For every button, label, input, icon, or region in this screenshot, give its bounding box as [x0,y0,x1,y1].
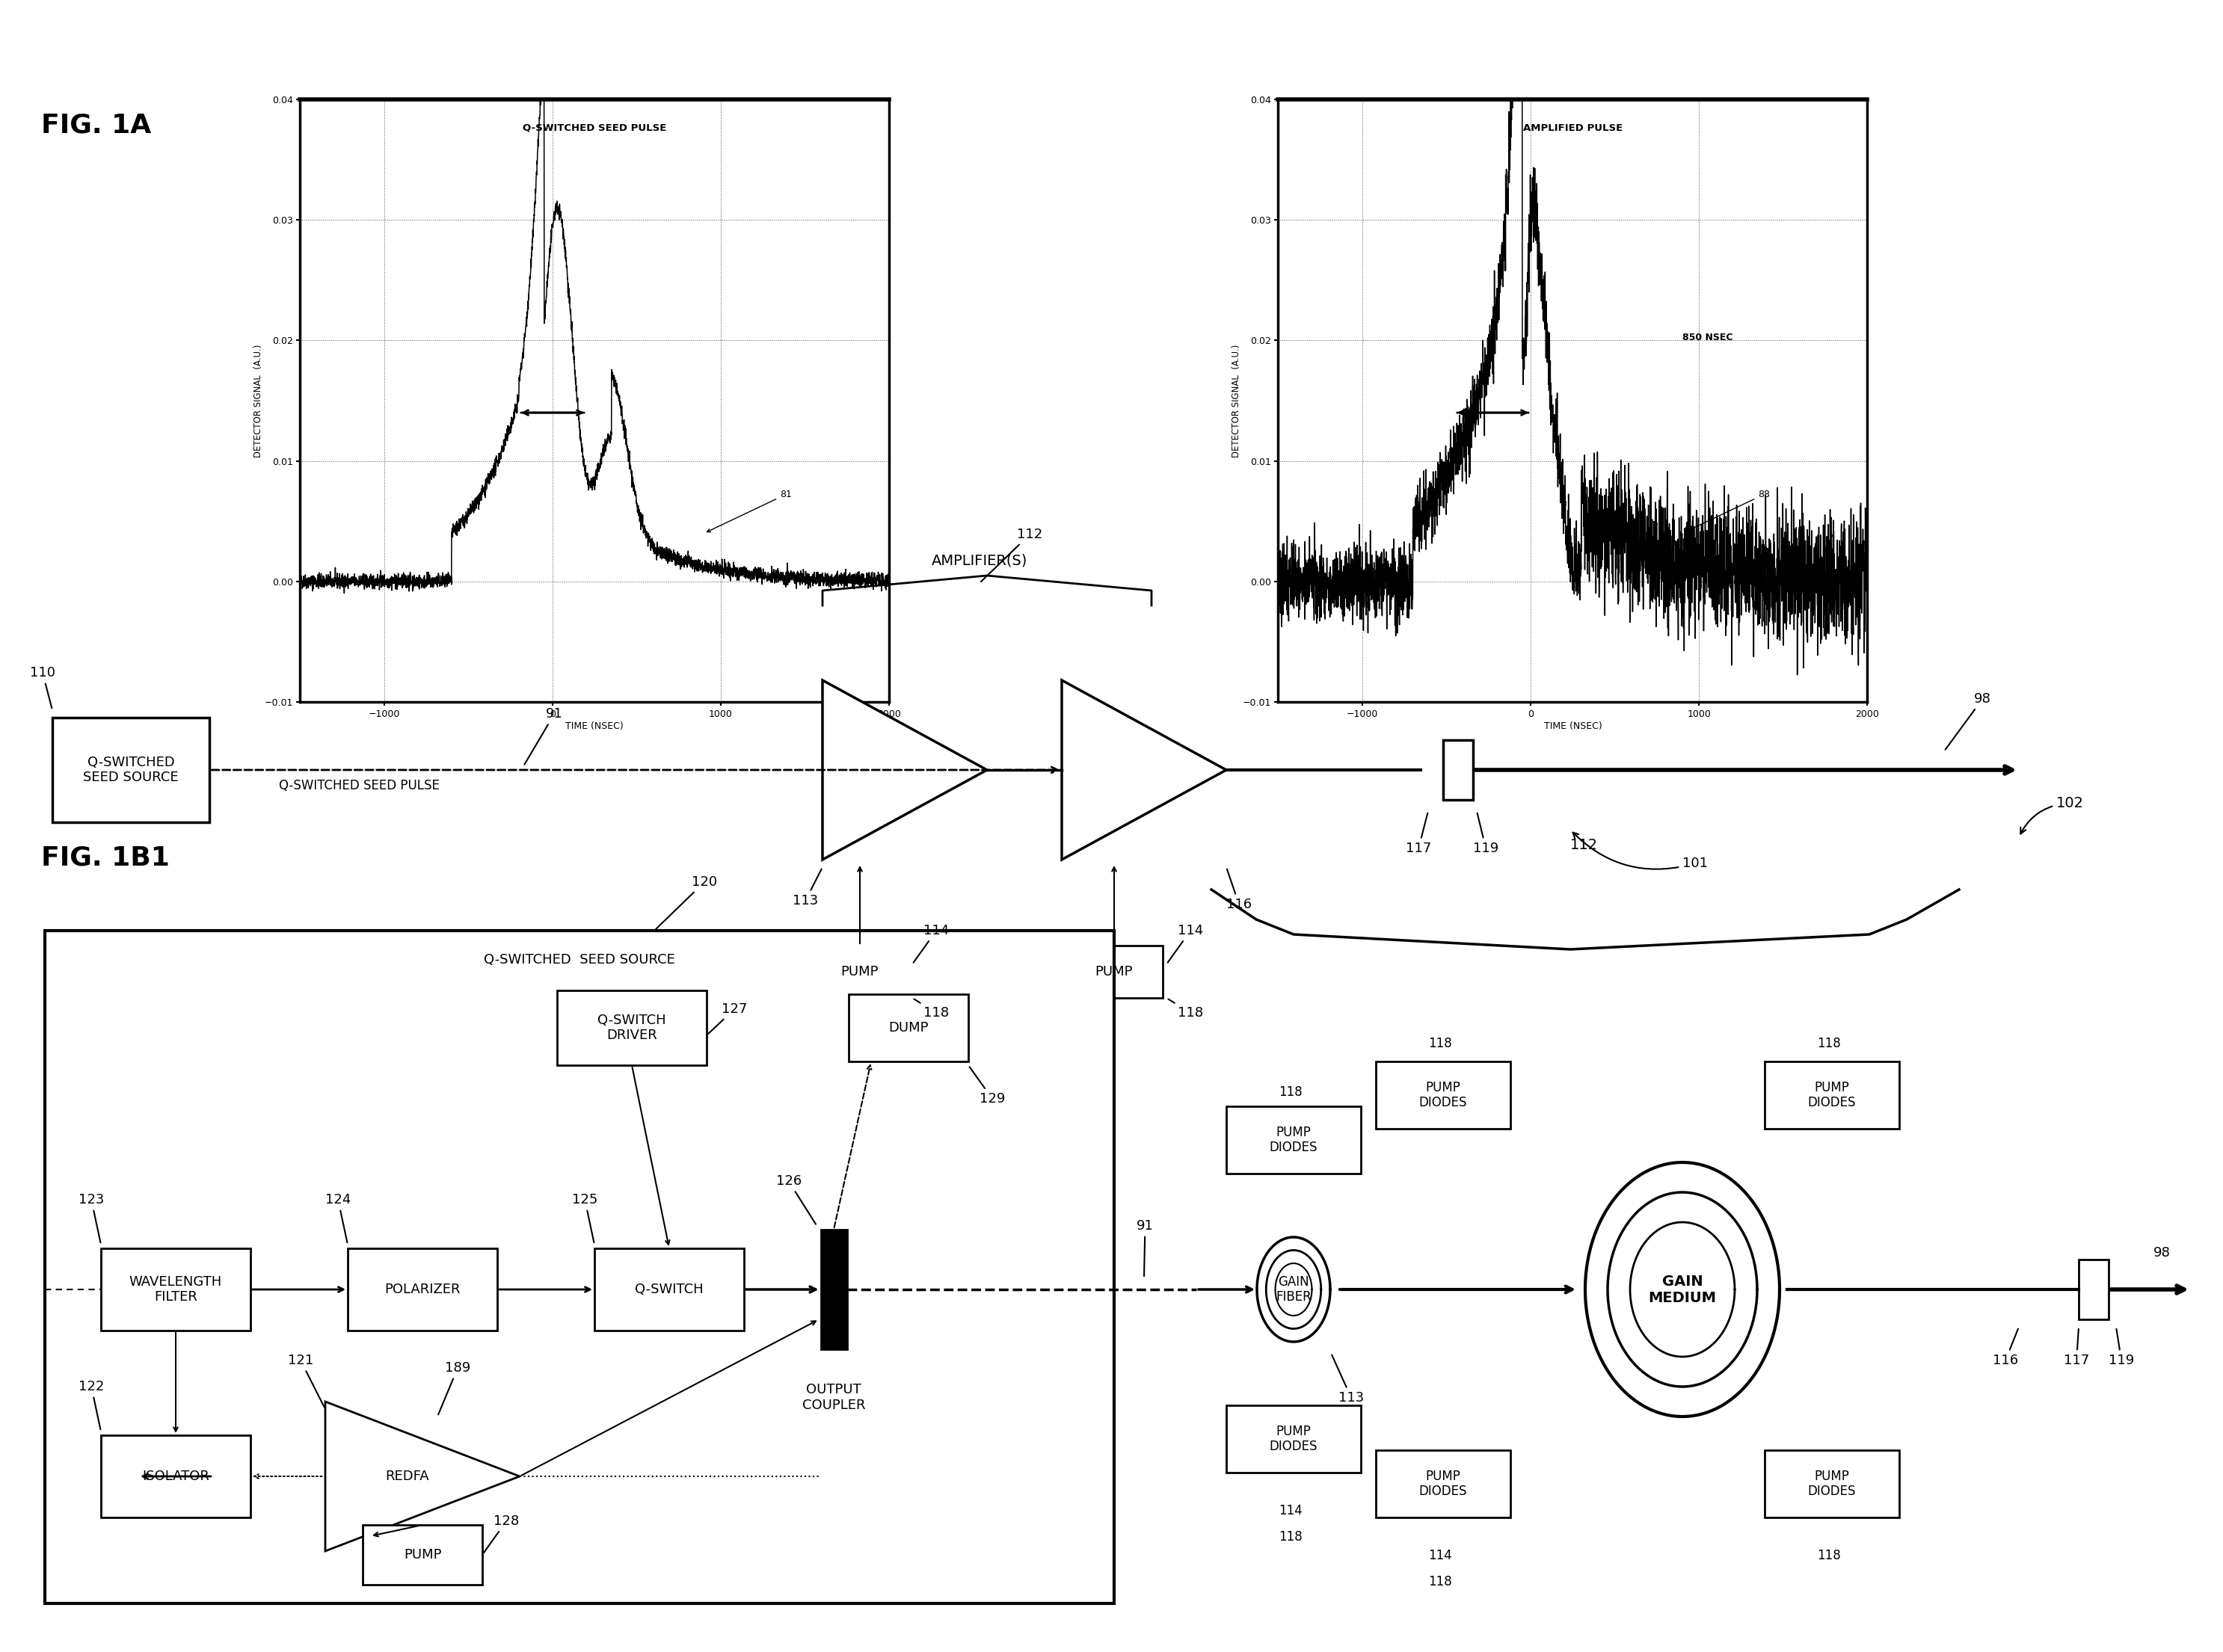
FancyBboxPatch shape [44,930,1114,1604]
FancyBboxPatch shape [594,1249,745,1330]
Text: 121: 121 [287,1353,325,1408]
Text: 116: 116 [1227,869,1252,912]
Text: 118: 118 [1816,1550,1841,1563]
Text: ISOLATOR: ISOLATOR [142,1470,209,1483]
Text: 118: 118 [1427,1574,1452,1589]
Text: PUMP: PUMP [405,1548,442,1561]
Text: 114: 114 [1278,1503,1303,1518]
X-axis label: TIME (NSEC): TIME (NSEC) [1543,722,1603,730]
Text: REDFA: REDFA [385,1470,429,1483]
Text: PUMP
DIODES: PUMP DIODES [1418,1469,1467,1498]
Text: 118: 118 [1169,999,1203,1019]
Text: PUMP
DIODES: PUMP DIODES [1807,1080,1856,1110]
Text: 126: 126 [776,1175,816,1224]
Text: 112: 112 [1569,838,1598,852]
FancyBboxPatch shape [1227,1107,1360,1173]
Text: 120: 120 [656,876,718,928]
Text: 113: 113 [1332,1355,1365,1404]
Text: 125: 125 [571,1193,598,1242]
Text: PUMP
DIODES: PUMP DIODES [1269,1424,1318,1454]
Text: PUMP: PUMP [1096,965,1134,978]
FancyBboxPatch shape [1376,1450,1509,1518]
Text: PUMP: PUMP [840,965,878,978]
Text: Q-SWITCH
DRIVER: Q-SWITCH DRIVER [598,1013,667,1042]
FancyBboxPatch shape [1065,945,1163,998]
Text: 118: 118 [1278,1530,1303,1543]
FancyBboxPatch shape [1765,1062,1898,1128]
Text: OUTPUT
COUPLER: OUTPUT COUPLER [803,1383,865,1412]
Text: Q-SWITCHED SEED PULSE: Q-SWITCHED SEED PULSE [522,124,667,132]
FancyBboxPatch shape [1443,740,1474,800]
Text: 118: 118 [1427,1037,1452,1051]
Text: GAIN
FIBER: GAIN FIBER [1276,1275,1312,1303]
FancyBboxPatch shape [849,995,969,1062]
Text: PUMP
DIODES: PUMP DIODES [1418,1080,1467,1110]
FancyBboxPatch shape [100,1249,251,1330]
Text: 123: 123 [78,1193,104,1242]
Text: Q-SWITCH: Q-SWITCH [636,1282,702,1297]
Text: 91: 91 [525,707,562,765]
Text: 98: 98 [1945,692,1992,750]
Text: 118: 118 [1816,1037,1841,1051]
Text: AMPLIFIER(S): AMPLIFIER(S) [931,553,1027,568]
Text: 101: 101 [1574,833,1707,871]
Text: 81: 81 [707,489,791,532]
Text: 122: 122 [78,1379,104,1429]
Text: 118: 118 [1278,1085,1303,1099]
Text: AMPLIFIED PULSE: AMPLIFIED PULSE [1523,124,1623,132]
FancyBboxPatch shape [2079,1259,2110,1320]
Y-axis label: DETECTOR SIGNAL  (A.U.): DETECTOR SIGNAL (A.U.) [253,344,262,458]
Text: 124: 124 [325,1193,351,1242]
Text: 127: 127 [709,1003,747,1034]
Text: 98: 98 [2154,1246,2170,1259]
FancyBboxPatch shape [347,1249,498,1330]
Polygon shape [1063,681,1227,859]
Text: PUMP
DIODES: PUMP DIODES [1269,1125,1318,1155]
FancyBboxPatch shape [1227,1406,1360,1472]
Text: 110: 110 [29,666,56,709]
FancyBboxPatch shape [820,1229,847,1350]
Text: DUMP: DUMP [889,1021,929,1034]
Text: 118: 118 [914,999,949,1019]
Text: FIG. 1B1: FIG. 1B1 [40,844,169,871]
FancyBboxPatch shape [1376,1062,1509,1128]
FancyBboxPatch shape [811,945,909,998]
FancyBboxPatch shape [362,1525,482,1584]
FancyBboxPatch shape [558,991,707,1066]
Text: POLARIZER: POLARIZER [385,1282,460,1297]
Text: Q-SWITCHED
SEED SOURCE: Q-SWITCHED SEED SOURCE [82,755,178,785]
FancyBboxPatch shape [53,717,209,823]
Text: 128: 128 [482,1515,520,1553]
Text: 116: 116 [1992,1328,2018,1368]
Text: 114: 114 [1167,923,1203,963]
Text: 88: 88 [1685,489,1770,532]
Text: 117: 117 [1405,813,1432,856]
Text: 91: 91 [1136,1219,1154,1275]
Text: 189: 189 [438,1361,471,1414]
Text: GAIN
MEDIUM: GAIN MEDIUM [1649,1274,1716,1305]
Text: 119: 119 [1474,813,1498,856]
Text: 102: 102 [2021,796,2083,834]
Text: WAVELENGTH
FILTER: WAVELENGTH FILTER [129,1275,222,1303]
Text: 117: 117 [2063,1328,2090,1368]
Text: 113: 113 [794,869,823,907]
Text: PUMP
DIODES: PUMP DIODES [1807,1469,1856,1498]
Text: Q-SWITCHED SEED PULSE: Q-SWITCHED SEED PULSE [278,778,440,793]
Polygon shape [325,1401,520,1551]
Text: 114: 114 [914,923,949,963]
X-axis label: TIME (NSEC): TIME (NSEC) [565,722,625,730]
Text: 114: 114 [1427,1550,1452,1563]
Text: 119: 119 [2110,1328,2134,1368]
Text: 129: 129 [969,1067,1005,1105]
Text: FIG. 1A: FIG. 1A [40,112,151,137]
FancyBboxPatch shape [100,1436,251,1518]
Polygon shape [823,681,987,859]
FancyBboxPatch shape [1765,1450,1898,1518]
Y-axis label: DETECTOR SIGNAL  (A.U.): DETECTOR SIGNAL (A.U.) [1232,344,1240,458]
Text: Q-SWITCHED  SEED SOURCE: Q-SWITCHED SEED SOURCE [485,953,676,966]
Text: 112: 112 [980,527,1043,582]
Text: 850 NSEC: 850 NSEC [1683,332,1732,342]
